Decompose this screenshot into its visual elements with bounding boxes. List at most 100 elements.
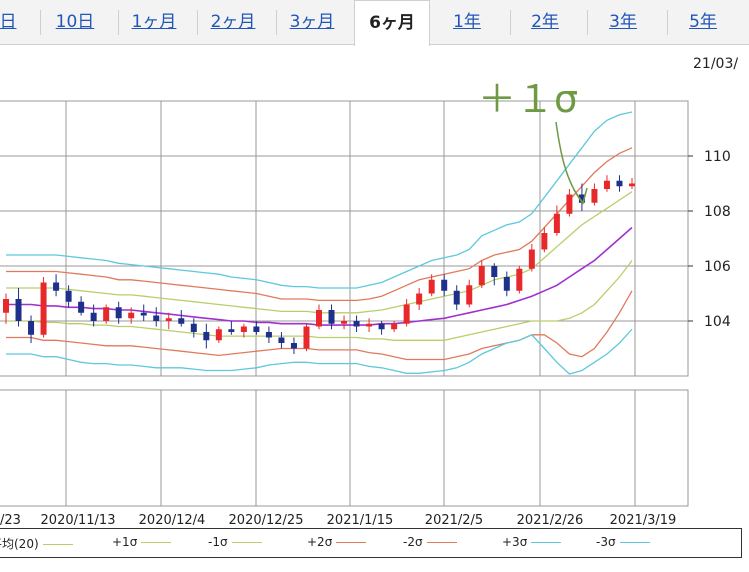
tab-1[interactable]: 10日 xyxy=(55,12,95,32)
candle-body xyxy=(541,233,548,250)
candle xyxy=(90,304,97,327)
candle-body xyxy=(78,301,85,313)
candle xyxy=(316,304,322,330)
tab-0[interactable]: 日 xyxy=(0,12,17,32)
candle xyxy=(616,175,623,192)
candle xyxy=(290,337,297,354)
candle xyxy=(278,332,285,349)
candle-body xyxy=(40,282,47,335)
candle xyxy=(403,299,410,327)
candle xyxy=(416,288,423,310)
candle-body xyxy=(603,180,610,189)
candle-body xyxy=(190,323,197,332)
legend-item-4: -2σ xyxy=(403,535,457,549)
candle-body xyxy=(265,332,272,338)
legend-item-6: -3σ xyxy=(596,535,650,549)
legend-item-1: +1σ xyxy=(112,535,172,549)
candle xyxy=(3,293,9,324)
minus3-sigma-line xyxy=(6,328,633,375)
candle-body xyxy=(516,268,523,291)
legend-label: -1σ xyxy=(208,535,228,549)
candle-body xyxy=(366,323,373,327)
candle-body xyxy=(128,312,135,319)
candle xyxy=(228,321,235,335)
tab-separator xyxy=(587,10,588,35)
candle xyxy=(441,274,448,297)
x-tick-label: 2021/3/19 xyxy=(610,513,677,528)
candle-body xyxy=(591,189,598,203)
candle-body xyxy=(53,282,60,291)
candle-body xyxy=(616,180,623,187)
tab-6[interactable]: 1年 xyxy=(453,12,481,32)
candle xyxy=(328,304,335,330)
tab-3[interactable]: 2ヶ月 xyxy=(210,12,256,32)
candle-body xyxy=(103,307,110,321)
candle xyxy=(203,323,210,349)
legend-label: +3σ xyxy=(502,535,528,549)
candle xyxy=(215,326,222,343)
candle xyxy=(541,227,548,253)
candle-body xyxy=(65,290,72,302)
legend-label: +1σ xyxy=(112,535,138,549)
tab-7[interactable]: 2年 xyxy=(531,12,559,32)
y-tick-label: 104 xyxy=(704,314,731,330)
candle xyxy=(578,183,585,211)
candle-body xyxy=(316,310,322,327)
candle xyxy=(591,183,598,206)
tab-8[interactable]: 3年 xyxy=(609,12,637,32)
tab-9[interactable]: 5年 xyxy=(689,12,717,32)
header-date: 21/03/ xyxy=(693,56,739,72)
candle-body xyxy=(203,332,210,341)
candle xyxy=(478,260,485,288)
candle-body xyxy=(341,321,348,324)
tab-separator xyxy=(510,10,511,35)
annotation-text: ＋１σ xyxy=(478,77,578,121)
candle xyxy=(15,288,22,327)
candle-body xyxy=(553,213,560,233)
legend-item-3: +2σ xyxy=(307,535,367,549)
candle-body xyxy=(428,279,435,294)
tab-4[interactable]: 3ヶ月 xyxy=(289,12,335,32)
candle xyxy=(128,307,135,324)
candle-body xyxy=(466,285,473,305)
chart-legend: 平均(20) +1σ -1σ +2σ -2σ +3σ -3σ xyxy=(0,528,742,558)
candle xyxy=(566,189,573,217)
candle-body xyxy=(403,304,410,324)
candle-body xyxy=(378,323,385,330)
candle xyxy=(466,279,473,308)
candle-body xyxy=(178,318,185,324)
candle xyxy=(603,175,610,192)
legend-swatch xyxy=(336,542,367,543)
candle xyxy=(366,318,373,332)
candle xyxy=(65,285,72,308)
legend-label: -3σ xyxy=(596,535,616,549)
candle-body xyxy=(328,310,335,324)
x-tick-label: 2021/1/15 xyxy=(327,513,394,528)
candle-body xyxy=(453,290,460,305)
legend-swatch xyxy=(531,542,562,543)
candle-body xyxy=(566,194,573,214)
candle-body xyxy=(140,312,147,316)
tab-2[interactable]: 1ヶ月 xyxy=(131,12,177,32)
tab-5[interactable]: 6ヶ月 xyxy=(354,0,430,46)
candle-body xyxy=(303,326,310,349)
legend-swatch xyxy=(231,542,262,543)
x-tick-label: 2021/2/26 xyxy=(517,513,584,528)
candle-body xyxy=(503,277,510,291)
x-tick-label: /23 xyxy=(0,513,21,528)
x-tick-label: 2021/2/5 xyxy=(425,513,483,528)
candle-body xyxy=(153,315,160,321)
tab-separator xyxy=(197,10,198,35)
candle xyxy=(253,321,260,335)
legend-swatch xyxy=(141,542,172,543)
bollinger-chart: 104 106 108 110/23 2020/11/13 2020/12/4 2020/1… xyxy=(0,77,731,528)
y-tick-label: 106 xyxy=(704,259,731,275)
tab-separator xyxy=(118,10,119,35)
candle xyxy=(265,326,272,343)
candle xyxy=(341,315,348,330)
candle xyxy=(303,323,310,352)
main-plot-frame xyxy=(0,100,689,377)
candle-body xyxy=(416,293,423,305)
legend-label: 平均(20) xyxy=(0,537,39,551)
candle xyxy=(391,321,398,332)
